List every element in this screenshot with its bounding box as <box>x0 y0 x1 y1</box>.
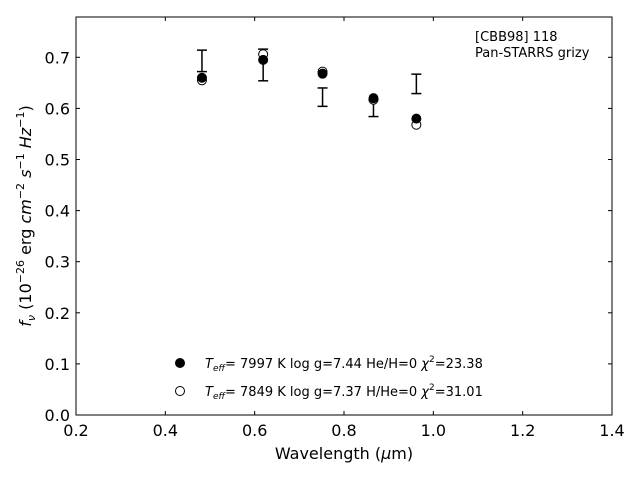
y-tick-label: 0.1 <box>45 355 70 374</box>
x-tick-label: 1.4 <box>599 421 624 440</box>
filled-model-point <box>317 68 328 79</box>
x-tick-label: 0.6 <box>242 421 267 440</box>
y-tick-label: 0.2 <box>45 304 70 323</box>
filled-model-point <box>411 113 422 124</box>
filled-model-point <box>368 93 379 104</box>
y-tick-label: 0.3 <box>45 253 70 272</box>
filled-model-point <box>196 72 207 83</box>
y-tick-label: 0.4 <box>45 202 70 221</box>
y-axis-label: fν (10−26 erg cm−2 s−1 Hz−1) <box>14 105 38 326</box>
x-tick-label: 1.0 <box>421 421 446 440</box>
legend-marker-open <box>175 386 185 396</box>
filled-model-point <box>258 54 269 65</box>
axis-ticks: 0.2 0.4 0.6 0.8 1.0 1.2 1.4 0.0 0.1 0.2 0.3 0.4 0.5 0… <box>45 17 625 440</box>
x-tick-label: 0.2 <box>63 421 88 440</box>
legend-label-1: Teff= 7997 K log g=7.44 He/H=0 χ2=23.38 <box>205 355 483 374</box>
y-tick-label: 0.5 <box>45 151 70 170</box>
y-tick-label: 0.6 <box>45 99 70 118</box>
legend: Teff= 7997 K log g=7.44 He/H=0 χ2=23.38 … <box>175 355 483 402</box>
y-tick-label: 0.7 <box>45 48 70 67</box>
plot-frame <box>75 16 613 416</box>
legend-label-2: Teff= 7849 K log g=7.37 H/He=0 χ2=31.01 <box>205 383 483 402</box>
legend-marker-filled <box>175 358 185 368</box>
x-tick-label: 0.8 <box>331 421 356 440</box>
annotation: [CBB98] 118 Pan-STARRS grizy <box>475 30 590 61</box>
x-axis-label: Wavelength (μm) <box>275 444 413 463</box>
y-tick-label: 0.0 <box>45 406 70 425</box>
annotation-line-2: Pan-STARRS grizy <box>475 46 590 61</box>
x-tick-label: 1.2 <box>510 421 535 440</box>
chart-marks <box>196 48 422 130</box>
x-tick-label: 0.4 <box>153 421 178 440</box>
annotation-line-1: [CBB98] 118 <box>475 30 558 45</box>
